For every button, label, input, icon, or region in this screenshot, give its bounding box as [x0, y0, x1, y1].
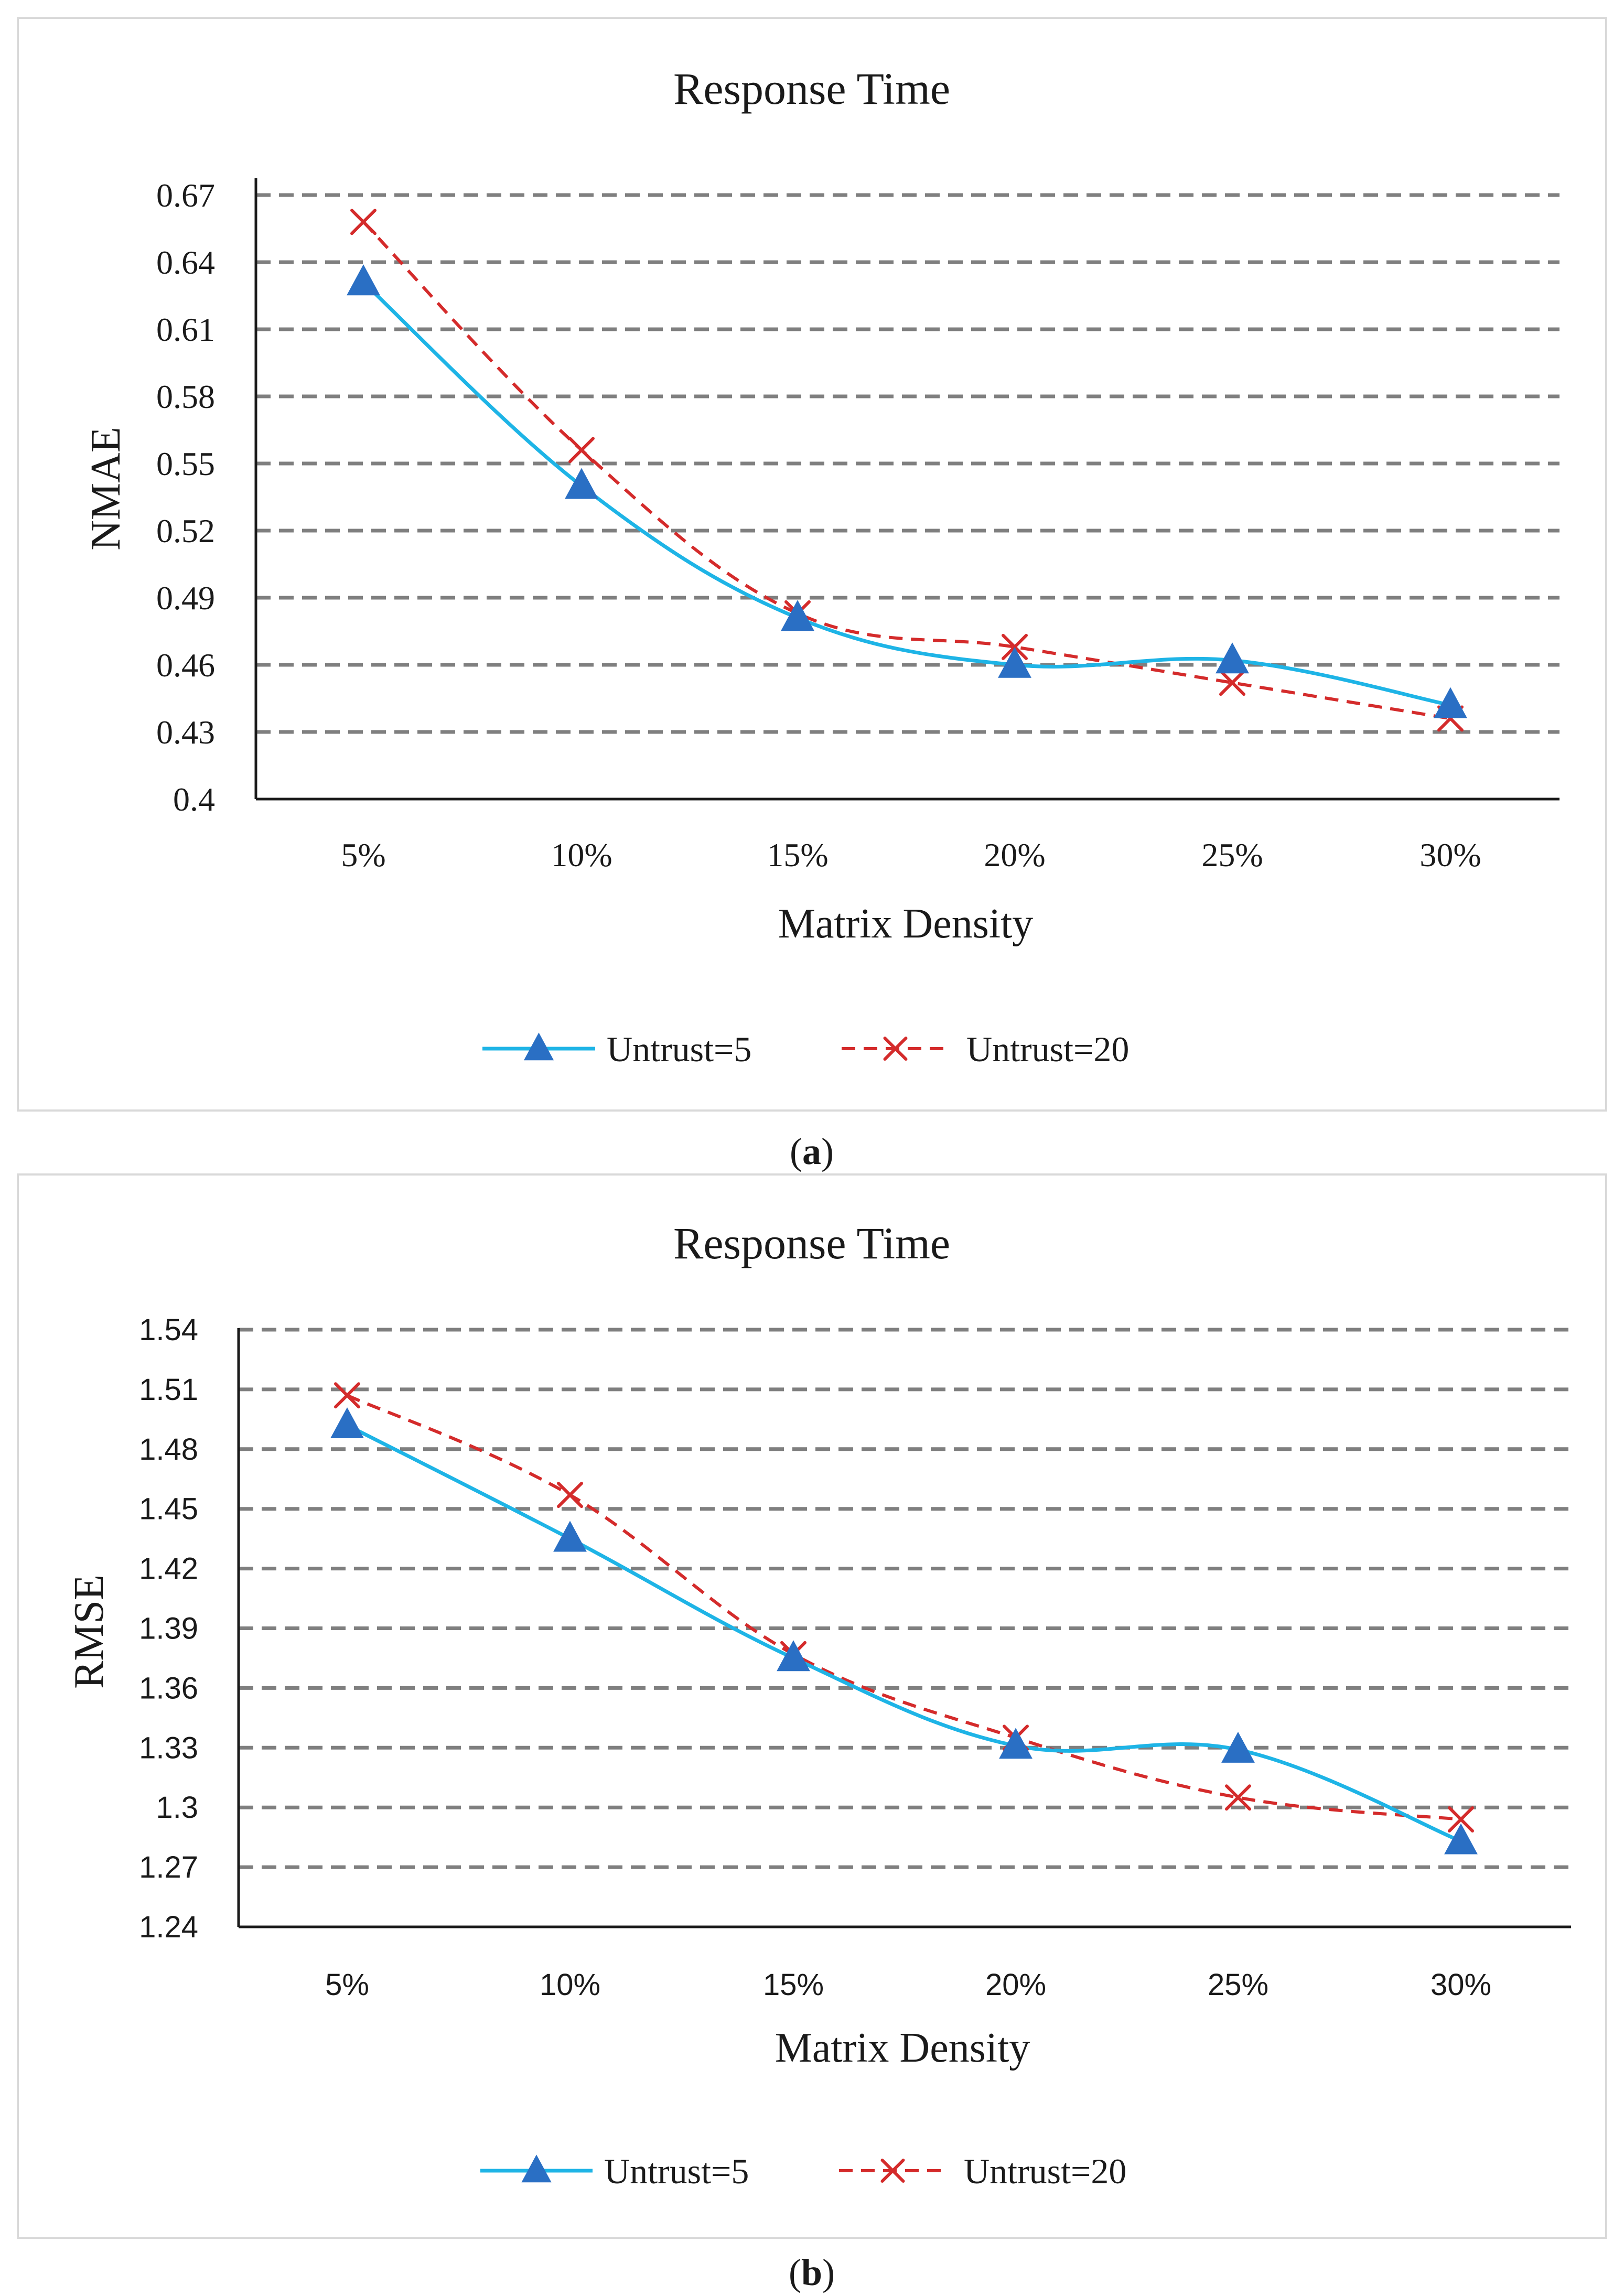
data-point-b-s0-5 [1444, 1823, 1478, 1855]
x-tick-labels-a: 5% 10% 15% 20% 25% 30% [341, 836, 1481, 874]
data-point-b-s0-2 [777, 1640, 810, 1672]
data-point-a-s0-4 [1216, 642, 1249, 674]
legend-a: Untrust=5 Untrust=20 [482, 1029, 1129, 1069]
caption-b-close: ) [822, 2251, 835, 2293]
y-tick-label-b-2: 1.3 [156, 1791, 198, 1825]
y-tick-label-a-2: 0.46 [156, 646, 215, 684]
series-layer-b [330, 1382, 1478, 1855]
legend-item-b-0: Untrust=5 [480, 2151, 749, 2191]
y-tick-label-a-5: 0.55 [156, 445, 215, 482]
data-point-b-s0-1 [553, 1521, 587, 1552]
y-tick-label-b-3: 1.33 [139, 1731, 198, 1765]
data-point-a-s0-0 [347, 264, 380, 296]
y-tick-label-b-5: 1.39 [139, 1612, 198, 1646]
legend-label-a-1: Untrust=20 [966, 1029, 1129, 1069]
data-point-a-s0-1 [565, 468, 598, 499]
caption-b: (b) [789, 2251, 835, 2293]
data-point-a-s1-0 [350, 209, 377, 235]
x-tick-label-b-1: 10% [540, 1968, 600, 2002]
caption-b-letter: b [801, 2251, 822, 2293]
x-tick-label-b-2: 15% [763, 1968, 824, 2002]
legend-marker-b-0 [521, 2154, 552, 2183]
legend-marker-b-1 [880, 2159, 905, 2183]
chart-frame-b [17, 1173, 1607, 2239]
data-point-a-s0-5 [1434, 687, 1467, 718]
x-tick-label-b-4: 25% [1208, 1968, 1268, 2002]
x-tick-label-b-0: 5% [325, 1968, 369, 2002]
y-tick-label-b-7: 1.45 [139, 1492, 198, 1526]
x-tick-label-a-2: 15% [767, 836, 828, 874]
series-line-a-untrust-20 [362, 221, 1451, 720]
legend-marker-a-1 [883, 1037, 908, 1061]
caption-a-close: ) [821, 1130, 834, 1172]
y-tick-label-b-9: 1.51 [139, 1373, 198, 1407]
y-tick-label-a-4: 0.52 [156, 512, 215, 549]
data-point-a-s0-3 [998, 646, 1031, 678]
y-tick-label-a-6: 0.58 [156, 378, 215, 415]
y-axis-label-b: RMSE [66, 1575, 112, 1689]
legend-label-b-1: Untrust=20 [964, 2151, 1126, 2191]
data-point-b-s0-3 [999, 1728, 1033, 1759]
x-tick-labels-b: 5% 10% 15% 20% 25% 30% [325, 1968, 1491, 2002]
series-line-a-untrust-5 [362, 281, 1451, 707]
x-tick-label-a-5: 30% [1419, 836, 1481, 874]
caption-b-open: ( [789, 2251, 801, 2293]
x-axis-label-a: Matrix Density [778, 901, 1034, 947]
y-tick-label-b-6: 1.42 [139, 1552, 198, 1586]
data-point-a-s1-4 [1219, 670, 1245, 696]
y-tick-label-a-9: 0.67 [156, 177, 215, 214]
chart-panel-b: Response Time 1.24 1.27 1.3 1.33 1.36 1.39 1.4… [17, 1173, 1607, 2239]
chart-frame-a [17, 17, 1607, 1112]
data-point-b-s0-0 [330, 1407, 364, 1439]
chart-panel-a: Response Time 0.4 0.43 0.46 0.49 0.52 0.55 0.5… [17, 17, 1607, 1112]
y-tick-label-a-0: 0.4 [173, 781, 215, 818]
x-tick-label-b-3: 20% [985, 1968, 1046, 2002]
series-layer-a [347, 209, 1467, 732]
data-point-b-s0-4 [1221, 1731, 1255, 1763]
gridlines-a [256, 193, 1560, 734]
data-point-b-s1-1 [557, 1482, 583, 1508]
y-tick-label-b-8: 1.48 [139, 1432, 198, 1467]
data-point-b-s1-0 [334, 1382, 360, 1409]
x-axis-label-b: Matrix Density [775, 2025, 1030, 2071]
legend-item-b-1: Untrust=20 [839, 2151, 1126, 2191]
series-line-b-untrust-20 [346, 1394, 1461, 1821]
data-point-b-s1-4 [1225, 1784, 1251, 1811]
chart-title-b: Response Time [673, 1218, 950, 1268]
x-tick-label-a-1: 10% [551, 836, 612, 874]
x-tick-label-b-5: 30% [1431, 1968, 1491, 2002]
legend-label-b-0: Untrust=5 [604, 2151, 749, 2191]
x-tick-label-a-0: 5% [341, 836, 385, 874]
caption-a-letter: a [802, 1130, 821, 1172]
y-tick-label-b-10: 1.54 [139, 1313, 198, 1347]
y-tick-labels-b: 1.24 1.27 1.3 1.33 1.36 1.39 1.42 1.45 1.48 1.51 1… [139, 1313, 198, 1944]
data-point-a-s1-1 [568, 437, 595, 463]
series-line-b-untrust-5 [346, 1424, 1462, 1843]
y-tick-label-b-4: 1.36 [139, 1671, 198, 1705]
data-point-b-s1-5 [1448, 1806, 1474, 1833]
chart-title-a: Response Time [673, 63, 950, 114]
legend-item-a-1: Untrust=20 [842, 1029, 1129, 1069]
legend-b: Untrust=5 Untrust=20 [480, 2151, 1126, 2191]
caption-a-open: ( [790, 1130, 802, 1172]
y-tick-labels-a: 0.4 0.43 0.46 0.49 0.52 0.55 0.58 0.61 0.64 0.67 [156, 177, 215, 818]
y-tick-label-a-1: 0.43 [156, 714, 215, 751]
y-tick-label-b-1: 1.27 [139, 1850, 198, 1884]
legend-item-a-0: Untrust=5 [482, 1029, 751, 1069]
y-tick-label-a-3: 0.49 [156, 579, 215, 617]
gridlines-b [239, 1328, 1571, 1869]
y-tick-label-b-0: 1.24 [139, 1910, 198, 1944]
y-tick-label-a-7: 0.61 [156, 311, 215, 348]
legend-marker-a-0 [523, 1032, 554, 1061]
caption-a: (a) [790, 1130, 834, 1172]
y-axis-label-a: NMAE [83, 427, 129, 551]
x-tick-label-a-3: 20% [984, 836, 1045, 874]
y-tick-label-a-8: 0.64 [156, 244, 215, 281]
x-tick-label-a-4: 25% [1201, 836, 1263, 874]
legend-label-a-0: Untrust=5 [607, 1029, 751, 1069]
data-point-a-s0-2 [781, 600, 814, 631]
